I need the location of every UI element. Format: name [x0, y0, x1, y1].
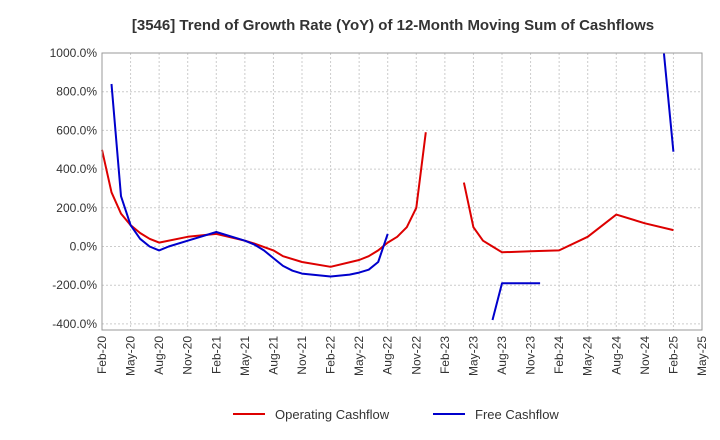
x-tick-label: Feb-20 — [95, 336, 109, 374]
x-tick-label: Nov-24 — [638, 336, 652, 375]
y-tick-label: 0.0% — [70, 240, 98, 254]
x-tick-labels: Feb-20 May-20 Aug-20 Nov-20 Feb-21 May-21 Aug-… — [95, 336, 709, 376]
y-tick-labels: -400.0% -200.0% 0.0% 200.0% 400.0% 600.0% 800.… — [50, 46, 98, 331]
x-tick-label: Feb-21 — [209, 336, 223, 374]
series-line-free-cashflow — [662, 52, 675, 152]
x-tick-label: May-24 — [581, 336, 595, 376]
x-tick-label: Aug-23 — [495, 336, 509, 375]
x-tick-label: Aug-20 — [152, 336, 166, 375]
legend-label-free-cashflow: Free Cashflow — [475, 407, 559, 422]
x-tick-label: May-21 — [238, 336, 252, 376]
y-tick-label: -400.0% — [52, 317, 97, 331]
y-tick-label: 800.0% — [56, 85, 97, 99]
x-tick-label: Feb-24 — [552, 336, 566, 374]
y-tick-label: 1000.0% — [50, 46, 98, 60]
x-tick-label: Feb-23 — [438, 336, 452, 374]
series-line-operating-cashflow — [101, 132, 427, 268]
x-tick-label: May-23 — [466, 336, 480, 376]
y-tick-label: 400.0% — [56, 162, 97, 176]
x-tick-label: Aug-24 — [609, 336, 623, 375]
y-tick-label: -200.0% — [52, 278, 97, 292]
x-tick-label: Nov-21 — [295, 336, 309, 375]
series-line-operating-cashflow — [462, 182, 674, 254]
x-tick-label: Feb-25 — [666, 336, 680, 374]
series-line-free-cashflow — [491, 282, 541, 321]
legend-label-operating-cashflow: Operating Cashflow — [275, 407, 390, 422]
y-tick-label: 600.0% — [56, 123, 97, 137]
x-tick-label: May-25 — [695, 336, 709, 376]
x-tick-label: Feb-22 — [324, 336, 338, 374]
x-tick-label: Aug-21 — [266, 336, 280, 375]
x-tick-label: Aug-22 — [381, 336, 395, 375]
y-tick-label: 200.0% — [56, 201, 97, 215]
gridlines — [101, 52, 703, 330]
legend: Operating Cashflow Free Cashflow — [233, 407, 559, 422]
series-line-free-cashflow — [110, 83, 389, 278]
x-tick-label: Nov-22 — [409, 336, 423, 375]
chart-title: [3546] Trend of Growth Rate (YoY) of 12-… — [132, 17, 654, 34]
series-lines — [101, 52, 675, 321]
x-tick-label: May-20 — [124, 336, 138, 376]
plot-area-frame — [101, 52, 703, 331]
x-tick-label: Nov-20 — [181, 336, 195, 375]
x-tick-label: May-22 — [352, 336, 366, 376]
x-tick-label: Nov-23 — [524, 336, 538, 375]
